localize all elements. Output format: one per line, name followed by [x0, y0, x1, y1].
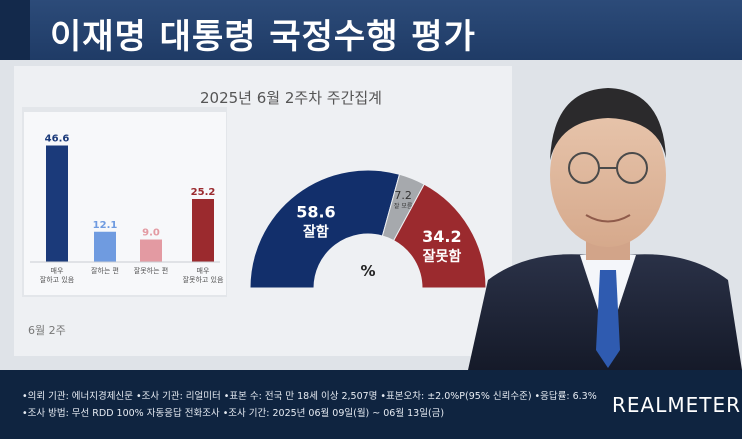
realmeter-logo: REALMETER [612, 393, 741, 417]
bar-category-label: 잘하고 있음 [40, 275, 75, 284]
donut-category-label: 잘못함 [423, 248, 462, 265]
survey-info-line-1: •의뢰 기관: 에너지경제신문 •조사 기관: 리얼미터 •표본 수: 전국 만… [22, 391, 597, 402]
bar-value-label: 46.6 [45, 134, 70, 145]
title-accent [0, 0, 30, 60]
bar [46, 145, 68, 262]
survey-info-line-2: •조사 방법: 무선 RDD 100% 자동응답 전화조사 •조사 기간: 20… [22, 408, 445, 419]
bar [140, 239, 162, 262]
chart-period: 2025년 6월 2주차 주간집계 [200, 89, 382, 107]
bar-category-label: 잘하는 편 [91, 266, 119, 275]
donut-category-label: 잘 모름 [394, 202, 413, 210]
donut-chart: 58.6 잘함 7.2잘 모름 34.2 잘못함% [249, 169, 487, 289]
donut-category-label: 잘함 [303, 224, 329, 241]
bar-value-label: 12.1 [93, 220, 118, 231]
bar-category-label: 잘못하고 있음 [183, 275, 224, 284]
president-portrait [468, 88, 742, 370]
bar-category-label: 매우 [197, 267, 210, 275]
donut-value-label: 58.6 [296, 203, 335, 222]
survey-info-bar [0, 370, 742, 439]
donut-center-label: % [360, 262, 375, 280]
bar [192, 199, 214, 262]
bar [94, 231, 116, 262]
title-bar: 이재명 대통령 국정수행 평가 [0, 0, 742, 60]
page-title: 이재명 대통령 국정수행 평가 [50, 17, 476, 57]
bar-category-label: 잘못하는 편 [134, 266, 168, 275]
donut-value-label: 34.2 [422, 227, 461, 246]
bar-chart-xlabel: 6월 2주 [28, 324, 66, 337]
bar-value-label: 25.2 [191, 187, 216, 198]
bar-category-label: 매우 [51, 267, 64, 275]
bar-value-label: 9.0 [142, 228, 160, 239]
donut-slice [393, 183, 487, 289]
donut-value-label: 7.2 [394, 189, 412, 202]
donut-slice [249, 169, 401, 289]
